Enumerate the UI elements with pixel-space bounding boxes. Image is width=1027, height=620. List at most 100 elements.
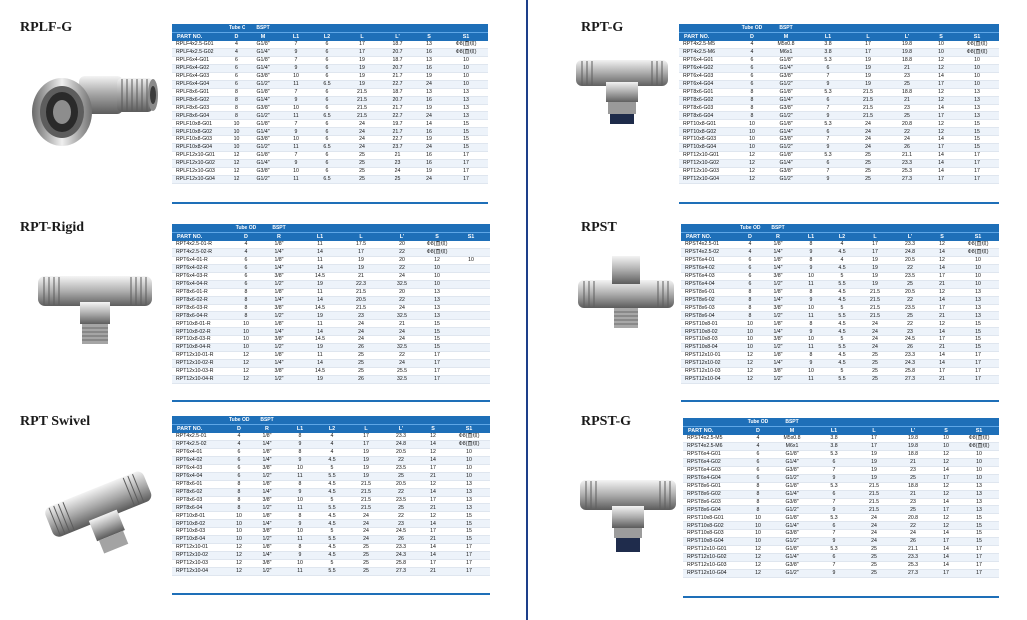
table-cell: 24 [343, 135, 381, 145]
table-cell: 12 [418, 511, 448, 521]
table-cell: 17 [857, 248, 893, 257]
table-cell: 10 [444, 72, 488, 81]
table-cell: 5.3 [813, 482, 855, 491]
part-number-cell: RPT4x2.5-M6 [679, 48, 739, 57]
group-label-tube-od: Tube OD [739, 24, 765, 33]
table-cell: 12 [228, 167, 245, 176]
table-cell: 10 [739, 119, 765, 129]
table-cell: 10 [957, 280, 999, 289]
table-cell: 12 [234, 359, 258, 368]
column-header: S1 [444, 32, 488, 41]
table-cell [452, 311, 490, 321]
table-cell: 5.5 [827, 280, 857, 289]
table-cell: 1/2" [761, 311, 795, 321]
table-cell: G3/8" [765, 72, 807, 81]
table-cell: 13 [444, 104, 488, 113]
column-header: L' [384, 424, 418, 433]
table-cell: 26 [340, 343, 382, 353]
table-cell: 12 [228, 175, 245, 184]
table-cell: 14 [933, 553, 959, 562]
table-cell: G1/2" [771, 505, 813, 515]
table-row: RPST6x4-03 6 3/8" 10 5 19 23.5 17 10 [681, 272, 999, 281]
table-cell: 21.5 [855, 498, 893, 507]
table-cell: 15 [448, 511, 490, 521]
group-header-empty [855, 418, 893, 427]
column-header: M [771, 426, 813, 435]
table-cell: 14 [300, 264, 340, 273]
table-cell: 13 [448, 488, 490, 497]
table-cell: 23.3 [384, 543, 418, 553]
part-number-cell: RPST12x10-G03 [683, 561, 745, 570]
table-cell: 25 [384, 503, 418, 513]
table-cell: 24 [855, 521, 893, 531]
table-cell: 24 [340, 327, 382, 337]
table-cell: 20.5 [893, 288, 927, 297]
part-number-cell: RPST6x4-G02 [683, 458, 745, 467]
table-cell: 21.1 [893, 545, 933, 555]
table-cell: 25 [893, 280, 927, 289]
table-cell: 10 [228, 135, 245, 145]
table-cell: 12 [927, 96, 955, 105]
table-cell: Φ8(直纹) [955, 48, 999, 57]
table-row: RPT10x8-G03 10 G3/8" 7 24 24 14 15 [679, 135, 999, 145]
table-cell: 24 [348, 511, 384, 521]
table-cell: 15 [444, 127, 488, 137]
table-cell: 6 [813, 490, 855, 499]
table-row: RPT4x2.5-02 4 1/4" 9 4 17 24.8 14 Φ8(直纹) [172, 440, 490, 449]
table-cell: 1/4" [250, 519, 284, 529]
group-header-empty [795, 224, 827, 233]
table-cell: 4 [316, 440, 348, 449]
table-cell: 24.5 [384, 527, 418, 537]
table-cell: 9 [284, 519, 316, 529]
table-cell: 12 [933, 482, 959, 491]
table-row: RPST12x10-G03 12 G3/8" 7 25 25.3 14 17 [683, 561, 999, 570]
group-header-empty [681, 224, 739, 233]
table-cell: 14 [418, 519, 448, 529]
column-header: L2 [311, 32, 343, 41]
table-cell: G1/2" [245, 143, 281, 153]
table-row: RPLF12x10-G03 12 G3/8" 10 6 25 24 19 17 [172, 167, 488, 176]
table-cell: 21.5 [343, 88, 381, 97]
table-cell: G1/4" [245, 159, 281, 168]
table-cell: 25 [855, 561, 893, 570]
table-cell: 11 [300, 319, 340, 329]
table-cell: 8 [739, 111, 765, 121]
group-header-empty [316, 416, 348, 425]
part-number-cell: RPT4x2.5-01 [172, 433, 228, 441]
table-row: RPT10x8-03-R 10 3/8" 14.5 24 24 15 [172, 335, 490, 345]
table-cell: 32.5 [382, 375, 422, 384]
part-number-cell: RPLF4x2.5-G02 [172, 48, 228, 57]
table-cell: 25 [340, 367, 382, 376]
table-row: RPT10x8-G02 10 G1/4" 6 24 22 12 15 [679, 127, 999, 137]
part-number-cell: RPLF6x4-G02 [172, 64, 228, 73]
table-cell: 9 [281, 96, 311, 105]
table-row: RPST6x4-G03 6 G3/8" 7 19 23 14 10 [683, 466, 999, 475]
table-cell: 1/4" [761, 327, 795, 337]
table-row: RPT12x10-G01 12 G1/8" 5.3 25 21.1 14 17 [679, 151, 999, 161]
table-cell: 22 [893, 319, 927, 329]
table-cell: 10 [228, 127, 245, 137]
table-cell: 1/4" [258, 296, 300, 305]
table-cell: G1/8" [245, 119, 281, 129]
part-number-cell: RPT12x10-03 [172, 559, 228, 568]
table-cell: 25 [348, 551, 384, 560]
table-cell: 26 [340, 375, 382, 384]
table-cell: 5 [316, 496, 348, 505]
table-cell: 1/2" [250, 472, 284, 481]
table-cell: 8 [284, 480, 316, 489]
table-row: RPT10x8-02 10 1/4" 9 4.5 24 23 14 15 [172, 519, 490, 529]
part-number-cell: RPST6x4-02 [681, 264, 739, 273]
table-cell: 20 [382, 241, 422, 249]
part-number-cell: RPT12x10-01-R [172, 351, 234, 361]
part-number-cell: RPT6x4-02 [172, 456, 228, 465]
table-cell: 21 [893, 458, 933, 467]
table-cell: 6 [311, 135, 343, 145]
table-cell: 8 [228, 488, 250, 497]
part-number-cell: RPT4x2.5-M5 [679, 41, 739, 49]
table-cell: 17 [927, 143, 955, 153]
group-header-empty [384, 416, 418, 425]
table-cell: G3/8" [771, 466, 813, 475]
table-cell: 7 [813, 498, 855, 507]
